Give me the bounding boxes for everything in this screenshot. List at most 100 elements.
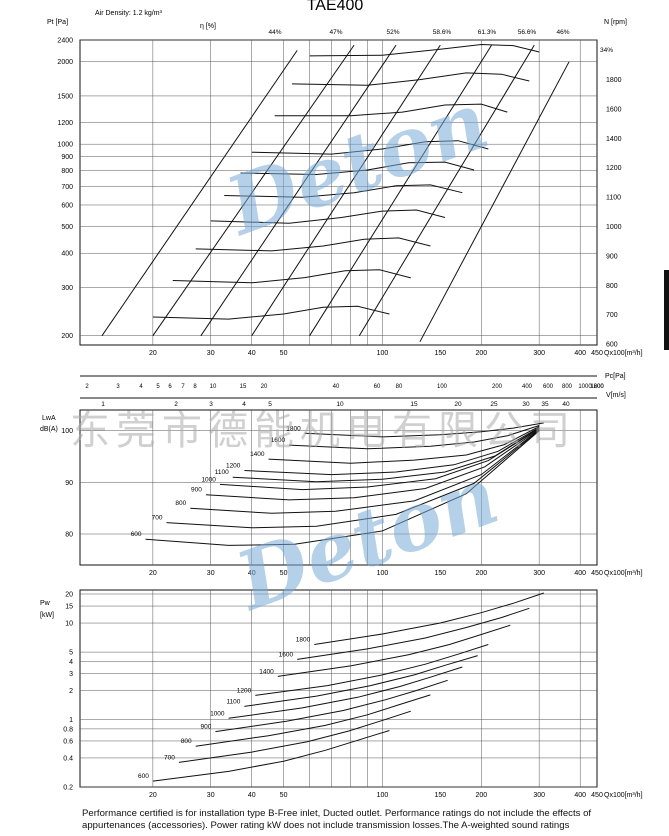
chart-title: TAE400 [307,0,364,14]
efficiency-line [358,44,535,336]
velocity-tick-label: 25 [490,401,498,408]
power-curve-label: 700 [164,754,175,761]
sound-curve [244,427,540,476]
efficiency-tick-label: 34% [600,47,613,54]
rpm-curve [195,237,431,252]
y-tick-label: 500 [61,224,73,231]
x-axis-label: Qx100[m³/h] [604,350,643,357]
x-tick-label: 50 [280,350,288,357]
y-tick-label: 2 [69,688,73,695]
power-curve-label: 900 [201,724,212,731]
sound-curve-label: 1800 [286,425,301,432]
y-tick-label: 0.8 [63,726,73,733]
y-tick-label: 0.4 [63,755,73,762]
sound-chart: 20 30 40 50 100 150 200 300 400 450 Qx100[m³/h] 100… [40,409,643,577]
rpm-curve [251,140,489,155]
x-tick-label: 20 [149,792,157,799]
x-tick-label: 50 [280,570,288,577]
sound-curve [289,425,540,450]
rpm-tick-label: 1800 [606,77,622,84]
efficiency-tick-label: 47% [329,29,342,36]
efficiency-line [251,44,441,336]
y-axis-label: Pw [40,600,51,607]
pc-tick-label: 1200 [590,384,604,390]
power-curve [277,624,511,677]
x-tick-label: 400 [574,350,586,357]
x-tick-label: 100 [377,350,389,357]
sound-curve-label: 1400 [250,451,265,458]
rpm-curve [240,161,475,176]
y-tick-label: 90 [65,480,73,487]
page-edge-marker [664,270,669,350]
x-tick-label: 300 [533,570,545,577]
efficiency-axis-label: η [%] [200,23,216,30]
sound-curve-label: 1000 [201,476,216,483]
velocity-tick-label: 5 [268,401,272,408]
pc-tick-label: 6 [168,384,172,390]
sound-curve [268,426,540,464]
power-curve-label: 1200 [237,687,252,694]
pc-tick-label: 80 [396,384,403,390]
pc-tick-label: 8 [193,384,197,390]
y-tick-label: 2400 [57,38,73,45]
y-axis-label: LwA [42,415,56,422]
performance-note: Performance certified is for installatio… [82,808,592,831]
pressure-chart: 20 30 40 50 100 150 200 300 400 450 Qx100[m³/h] 240… [47,19,643,357]
power-curve [297,607,530,660]
power-curve [228,666,463,719]
power-curve-label: 1000 [210,710,225,717]
y-tick-label: 0.2 [63,785,73,792]
x-tick-label: 450 [591,570,603,577]
y-tick-label: 900 [61,154,73,161]
x-tick-label: 20 [149,350,157,357]
rpm-tick-label: 600 [606,342,618,349]
efficiency-tick-label: 61.3% [478,29,497,36]
rpm-tick-label: 1000 [606,224,622,231]
power-curve-label: 1800 [296,636,311,643]
y-tick-label: 200 [61,333,73,340]
rpm-tick-label: 800 [606,283,618,290]
y-tick-label: 20 [65,591,73,598]
efficiency-line [309,44,493,336]
rpm-tick-label: 1200 [606,165,622,172]
sound-curve-label: 800 [175,500,186,507]
pc-tick-label: 600 [543,384,554,390]
x-tick-label: 30 [207,792,215,799]
efficiency-tick-label: 44% [268,29,281,36]
velocity-tick-label: 15 [410,401,418,408]
power-curve [255,644,489,696]
power-curve-label: 800 [181,738,192,745]
pc-tick-label: 7 [181,384,185,390]
y-tick-label: 300 [61,285,73,292]
y-tick-label: 1000 [57,142,73,149]
pc-tick-label: 800 [562,384,573,390]
efficiency-line [101,50,298,336]
velocity-tick-label: 3 [209,401,213,408]
rpm-tick-label: 1100 [606,195,621,202]
y-axis-label: dB(A) [40,426,58,433]
x-tick-label: 400 [574,792,586,799]
velocity-tick-label: 20 [454,401,462,408]
x-tick-label: 300 [533,792,545,799]
x-tick-label: 300 [533,350,545,357]
power-curve [314,592,544,645]
pc-tick-label: 1600 [590,384,604,390]
sound-curve [304,422,544,438]
y-tick-label: 1200 [57,120,73,127]
y-tick-label: 80 [65,532,73,539]
sound-curve [166,429,540,529]
x-axis-label: Qx100[m³/h] [604,792,643,799]
y-tick-label: 3 [69,671,73,678]
sound-curve [190,429,540,514]
rpm-curve [210,209,446,224]
efficiency-tick-label: 52% [386,29,399,36]
x-tick-label: 50 [280,792,288,799]
pc-tick-label: 60 [374,384,381,390]
efficiency-line [200,44,397,336]
y-tick-label: 800 [61,168,73,175]
x-tick-label: 20 [149,570,157,577]
pc-tick-label: 4 [139,384,143,390]
y-tick-label: 4 [69,659,73,666]
efficiency-line [152,44,355,336]
